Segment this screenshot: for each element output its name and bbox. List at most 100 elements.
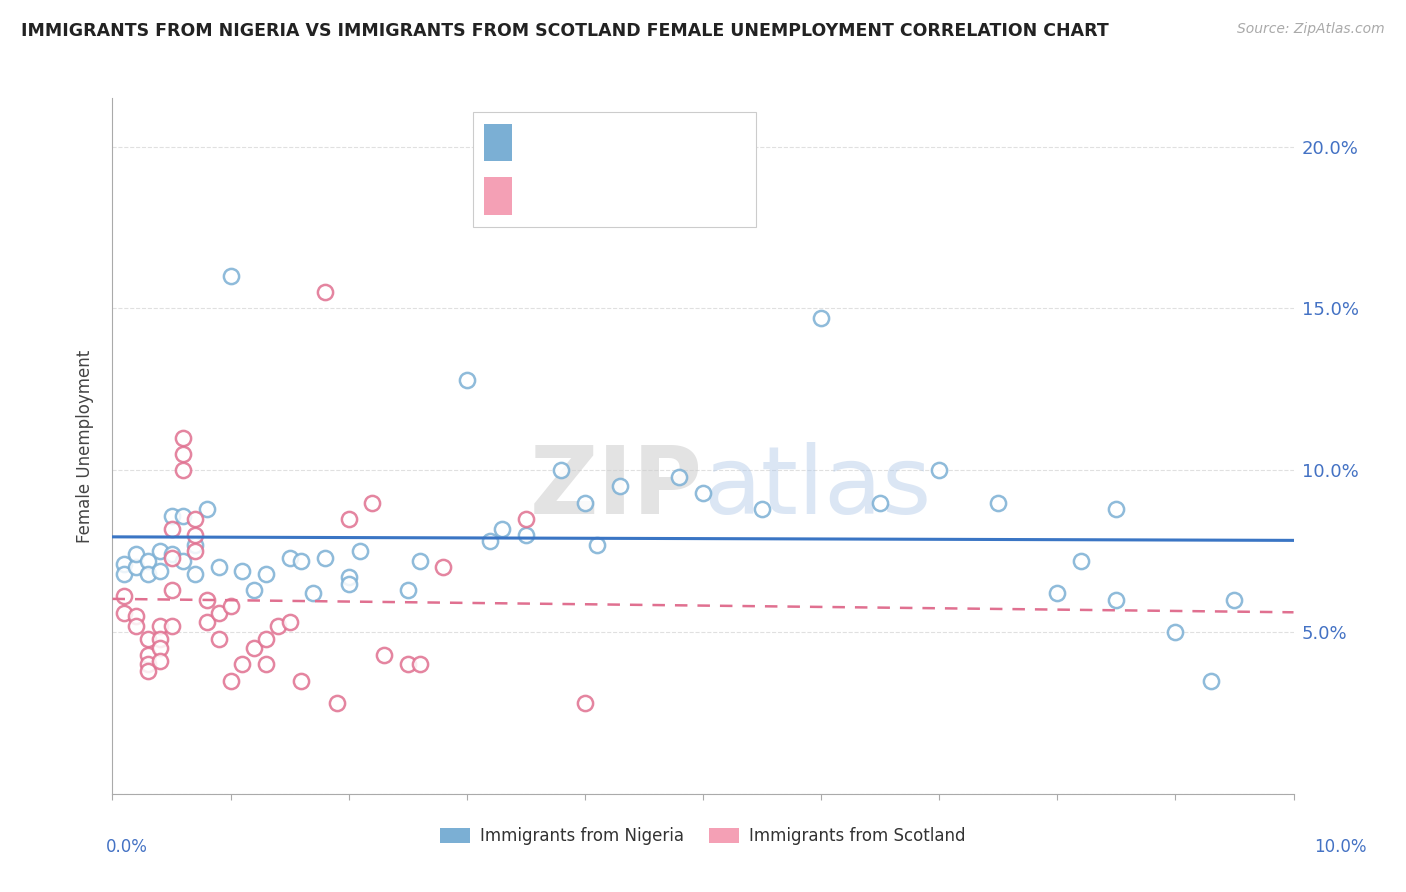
Point bbox=[136, 648, 159, 662]
Point bbox=[396, 657, 419, 672]
Point bbox=[125, 608, 148, 623]
Point bbox=[254, 657, 277, 672]
Point bbox=[609, 479, 631, 493]
Point bbox=[149, 618, 172, 632]
Point bbox=[326, 696, 349, 710]
Text: IMMIGRANTS FROM NIGERIA VS IMMIGRANTS FROM SCOTLAND FEMALE UNEMPLOYMENT CORRELAT: IMMIGRANTS FROM NIGERIA VS IMMIGRANTS FR… bbox=[21, 22, 1109, 40]
Point bbox=[349, 544, 371, 558]
Point bbox=[136, 554, 159, 568]
Point bbox=[149, 564, 172, 578]
Point bbox=[1070, 554, 1092, 568]
Point bbox=[337, 570, 360, 584]
Point bbox=[172, 554, 194, 568]
Point bbox=[314, 285, 336, 300]
Point bbox=[1046, 586, 1069, 600]
Point bbox=[337, 576, 360, 591]
Point bbox=[172, 508, 194, 523]
Point bbox=[987, 495, 1010, 509]
Point bbox=[184, 538, 207, 552]
Text: atlas: atlas bbox=[703, 442, 931, 533]
Point bbox=[149, 654, 172, 668]
Point bbox=[136, 657, 159, 672]
Point bbox=[172, 463, 194, 477]
Point bbox=[219, 269, 242, 284]
Point bbox=[125, 560, 148, 574]
Point bbox=[1164, 625, 1187, 640]
Text: 10.0%: 10.0% bbox=[1315, 838, 1367, 855]
Point bbox=[751, 502, 773, 516]
Point bbox=[1199, 673, 1222, 688]
Point bbox=[195, 592, 218, 607]
Point bbox=[278, 615, 301, 630]
Point bbox=[396, 582, 419, 597]
Point bbox=[136, 566, 159, 581]
Point bbox=[302, 586, 325, 600]
Point bbox=[112, 606, 135, 620]
Point bbox=[668, 469, 690, 483]
Point bbox=[928, 463, 950, 477]
Point bbox=[1105, 592, 1128, 607]
Point bbox=[290, 554, 312, 568]
Point bbox=[408, 657, 430, 672]
Point bbox=[149, 641, 172, 656]
Point bbox=[136, 632, 159, 646]
Point bbox=[408, 554, 430, 568]
Point bbox=[585, 538, 607, 552]
Point bbox=[550, 463, 572, 477]
Point bbox=[184, 512, 207, 526]
Point bbox=[314, 550, 336, 565]
Point bbox=[456, 373, 478, 387]
Text: 0.0%: 0.0% bbox=[105, 838, 148, 855]
Point bbox=[208, 632, 231, 646]
Point bbox=[254, 566, 277, 581]
Point bbox=[184, 528, 207, 542]
Point bbox=[243, 641, 266, 656]
Point bbox=[515, 512, 537, 526]
Point bbox=[432, 560, 454, 574]
Point bbox=[515, 528, 537, 542]
Point bbox=[361, 495, 384, 509]
Legend: Immigrants from Nigeria, Immigrants from Scotland: Immigrants from Nigeria, Immigrants from… bbox=[433, 821, 973, 852]
Point bbox=[208, 560, 231, 574]
Point bbox=[810, 311, 832, 326]
Point bbox=[219, 599, 242, 614]
Point bbox=[160, 618, 183, 632]
Point bbox=[160, 508, 183, 523]
Point bbox=[172, 447, 194, 461]
Point bbox=[208, 606, 231, 620]
Point bbox=[184, 566, 207, 581]
Point bbox=[254, 632, 277, 646]
Point bbox=[125, 618, 148, 632]
Point bbox=[491, 522, 513, 536]
Point bbox=[373, 648, 395, 662]
Point bbox=[574, 495, 596, 509]
Point bbox=[231, 657, 253, 672]
Point bbox=[160, 548, 183, 562]
Point bbox=[160, 522, 183, 536]
Point bbox=[125, 548, 148, 562]
Point bbox=[149, 544, 172, 558]
Point bbox=[574, 696, 596, 710]
Point bbox=[337, 512, 360, 526]
Point bbox=[195, 615, 218, 630]
Point bbox=[1223, 592, 1246, 607]
Point bbox=[136, 664, 159, 678]
Text: Source: ZipAtlas.com: Source: ZipAtlas.com bbox=[1237, 22, 1385, 37]
Point bbox=[112, 557, 135, 571]
Point bbox=[160, 582, 183, 597]
Point bbox=[149, 632, 172, 646]
Point bbox=[172, 431, 194, 445]
Point bbox=[290, 673, 312, 688]
Point bbox=[692, 486, 714, 500]
Point bbox=[267, 618, 290, 632]
Point bbox=[479, 534, 502, 549]
Point bbox=[869, 495, 891, 509]
Point bbox=[184, 544, 207, 558]
Point bbox=[219, 673, 242, 688]
Point bbox=[160, 550, 183, 565]
Point bbox=[195, 502, 218, 516]
Point bbox=[243, 582, 266, 597]
Point bbox=[1105, 502, 1128, 516]
Point bbox=[278, 550, 301, 565]
Point bbox=[112, 566, 135, 581]
